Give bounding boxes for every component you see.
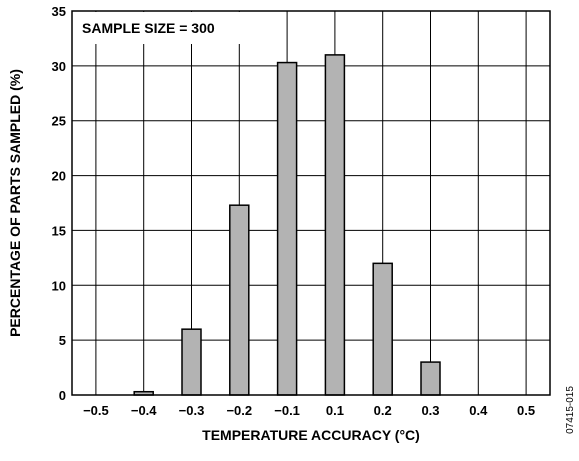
y-tick-label: 5	[59, 333, 66, 348]
x-tick-label: −0.4	[131, 403, 157, 418]
y-tick-labels: 0 5 10 15 20 25 30 35	[52, 4, 66, 403]
y-tick-label: 0	[59, 388, 66, 403]
sample-size-annotation: SAMPLE SIZE = 300	[82, 20, 215, 36]
bars	[133, 54, 441, 396]
y-tick-label: 30	[52, 59, 66, 74]
bar	[324, 54, 346, 396]
x-tick-labels: −0.5 −0.4 −0.3 −0.2 −0.1 0.1 0.2 0.3 0.4 0.5	[83, 403, 535, 418]
x-tick-label: −0.1	[274, 403, 300, 418]
x-tick-label: 0.5	[517, 403, 535, 418]
y-axis-label: PERCENTAGE OF PARTS SAMPLED (%)	[7, 69, 23, 337]
x-tick-label: 0.4	[469, 403, 488, 418]
bar	[276, 61, 298, 396]
y-tick-label: 35	[52, 4, 66, 19]
plot-frame	[71, 10, 551, 396]
bar	[181, 328, 202, 396]
figure-id: 07415-015	[565, 386, 576, 434]
y-tick-label: 10	[52, 278, 66, 293]
y-tick-label: 25	[52, 114, 66, 129]
x-tick-label: −0.2	[226, 403, 252, 418]
annotation-box	[73, 12, 253, 44]
x-tick-label: −0.3	[179, 403, 205, 418]
grid	[72, 10, 550, 396]
bar	[229, 204, 250, 396]
x-tick-label: 0.1	[326, 403, 344, 418]
y-tick-label: 20	[52, 169, 66, 184]
x-tick-label: 0.3	[421, 403, 439, 418]
x-tick-label: 0.2	[374, 403, 392, 418]
x-axis-label: TEMPERATURE ACCURACY (°C)	[202, 427, 420, 443]
x-tick-label: −0.5	[83, 403, 109, 418]
bar	[420, 361, 441, 396]
bar	[372, 262, 393, 396]
y-tick-label: 15	[52, 223, 66, 238]
